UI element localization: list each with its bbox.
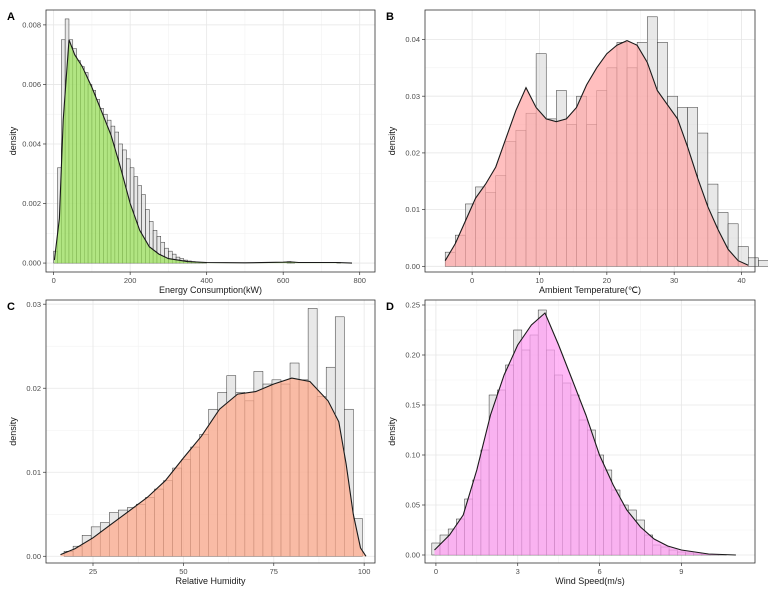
y-tick-label: 0.004 (22, 140, 41, 149)
histogram-bar (737, 246, 749, 267)
y-tick-label: 0.20 (405, 351, 420, 360)
y-tick-label: 0.006 (22, 80, 41, 89)
x-tick-label: 10 (535, 276, 543, 285)
plot-border (424, 9, 756, 273)
y-tick-label: 0.15 (405, 401, 420, 410)
panel-b: 0 10 20 30 40 0.00 0.01 0.02 0.03 0.04 Ambient Tem… (386, 9, 768, 295)
y-tick-label: 0.002 (22, 199, 41, 208)
histogram-bar (748, 257, 759, 267)
plot-border (45, 299, 376, 564)
x-tick-label: 0 (52, 276, 56, 285)
panel-c: 25 50 75 100 0.00 0.01 0.02 0.03 Relative Humidi… (7, 299, 376, 586)
density-curve (53, 39, 353, 264)
x-tick-label: 40 (737, 276, 745, 285)
x-tick-label: 0 (434, 567, 438, 576)
histogram-bar (758, 260, 768, 267)
plot-border (424, 299, 756, 564)
plot-border (45, 9, 376, 273)
x-axis-title: Relative Humidity (175, 576, 246, 586)
y-tick-label: 0.03 (26, 300, 41, 309)
x-tick-label: 20 (603, 276, 611, 285)
y-tick-label: 0.02 (405, 149, 420, 158)
panel-label: D (386, 301, 394, 313)
y-tick-label: 0.04 (405, 35, 420, 44)
x-tick-label: 50 (179, 567, 187, 576)
x-tick-label: 100 (358, 567, 371, 576)
density-area (60, 378, 366, 557)
x-tick-label: 25 (89, 567, 97, 576)
panel-a: 0 200 400 600 800 0.000 0.002 0.004 0.006 0.008 En… (7, 9, 376, 295)
y-tick-label: 0.05 (405, 501, 420, 510)
y-tick-label: 0.01 (26, 468, 41, 477)
y-tick-label: 0.00 (26, 552, 41, 561)
x-tick-label: 3 (516, 567, 520, 576)
x-tick-label: 600 (277, 276, 290, 285)
x-tick-label: 75 (270, 567, 278, 576)
panel-label: A (7, 11, 15, 23)
x-tick-label: 30 (670, 276, 678, 285)
x-tick-label: 0 (470, 276, 474, 285)
x-axis-title: Ambient Temperature(℃) (539, 285, 641, 295)
density-area (434, 313, 736, 555)
panel-d: 0 3 6 9 0.00 0.05 0.10 0.15 0.20 0.25 Wind Speed(m… (386, 299, 756, 586)
y-tick-label: 0.00 (405, 262, 420, 271)
density-area (445, 40, 749, 267)
x-axis-title: Wind Speed(m/s) (555, 576, 625, 586)
x-tick-label: 200 (124, 276, 137, 285)
y-tick-label: 0.02 (26, 384, 41, 393)
y-axis-title: density (387, 417, 397, 446)
x-tick-label: 400 (200, 276, 213, 285)
y-tick-label: 0.01 (405, 205, 420, 214)
y-axis-title: density (8, 126, 18, 155)
y-tick-label: 0.25 (405, 301, 420, 310)
histogram-bar (727, 223, 739, 267)
y-axis-title: density (387, 126, 397, 155)
x-tick-label: 800 (353, 276, 366, 285)
x-tick-label: 6 (597, 567, 601, 576)
x-axis-title: Energy Consumption(kW) (159, 285, 262, 295)
density-curve (60, 377, 367, 557)
x-tick-label: 9 (679, 567, 683, 576)
y-tick-label: 0.10 (405, 451, 420, 460)
panel-label: B (386, 11, 394, 23)
y-tick-label: 0.000 (22, 259, 41, 268)
y-tick-label: 0.008 (22, 20, 41, 29)
density-area (54, 39, 353, 264)
density-curve (444, 39, 749, 266)
panel-label: C (7, 301, 15, 313)
y-axis-title: density (8, 417, 18, 446)
density-curve (434, 312, 736, 556)
y-tick-label: 0.00 (405, 551, 420, 560)
y-tick-label: 0.03 (405, 92, 420, 101)
